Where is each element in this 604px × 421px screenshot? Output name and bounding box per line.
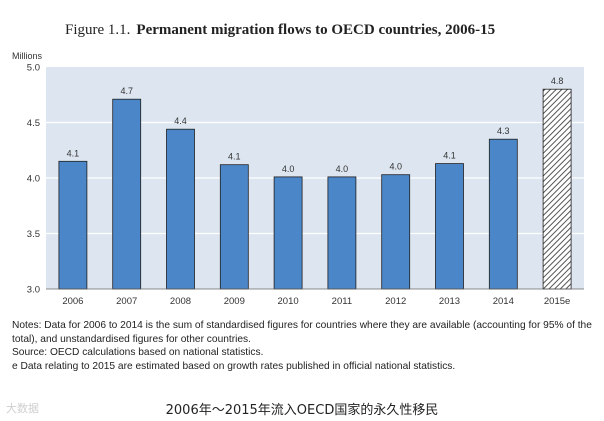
bar-2015e (542, 88, 572, 290)
estimate-note: e Data relating to 2015 are estimated ba… (12, 360, 456, 372)
y-tick-label: 3.5 (27, 229, 40, 240)
y-tick-label: 4.5 (27, 118, 40, 129)
y-tick-label: 4.0 (27, 174, 40, 185)
bar-2006 (58, 160, 88, 290)
figure-title-text: Permanent migration flows to OECD countr… (136, 22, 496, 38)
bar-2007 (112, 98, 142, 290)
watermark: 大数据 (6, 402, 39, 415)
x-tick-label-2006: 2006 (62, 296, 83, 307)
data-label-2013: 4.1 (443, 151, 456, 161)
bars (58, 88, 572, 290)
bar-2008 (166, 128, 195, 290)
figure-notes: Notes: Data for 2006 to 2014 is the sum … (12, 319, 597, 373)
bar-2014 (488, 138, 518, 290)
y-axis: 3.0 3.5 4.0 4.5 5.0 (27, 63, 40, 296)
data-labels: 4.1 4.7 4.4 4.1 4.0 4.0 4.0 4.1 4.3 4.8 (67, 76, 564, 174)
source-text: Source: OECD calculations based on natio… (12, 347, 264, 359)
data-label-2010: 4.0 (282, 164, 295, 174)
bar-2010 (273, 176, 303, 290)
data-label-2014: 4.3 (497, 126, 510, 136)
bar-2013 (435, 163, 464, 290)
x-tick-label-2015e: 2015e (544, 296, 570, 307)
x-tick-label-2013: 2013 (439, 296, 460, 307)
x-tick-label-2014: 2014 (493, 296, 514, 307)
x-axis: 2006 2007 2008 2009 2010 2011 2012 2013 2014 2015… (46, 288, 584, 307)
data-label-2007: 4.7 (120, 86, 133, 96)
x-tick-label-2011: 2011 (332, 296, 352, 307)
notes-text: Notes: Data for 2006 to 2014 is the sum … (12, 320, 592, 345)
image-caption: 2006年～2015年流入OECD国家的永久性移民 (165, 403, 439, 418)
data-label-2009: 4.1 (228, 152, 241, 162)
y-axis-label: Millions (12, 51, 43, 61)
data-label-2006: 4.1 (67, 148, 80, 158)
x-tick-label-2012: 2012 (385, 296, 406, 307)
x-tick-label-2008: 2008 (170, 296, 191, 307)
x-tick-label-2007: 2007 (116, 296, 137, 307)
data-label-2008: 4.4 (174, 116, 187, 126)
figure-title: Figure 1.1. Permanent migration flows to … (65, 22, 495, 39)
x-tick-label-2009: 2009 (224, 296, 245, 307)
y-tick-label: 5.0 (27, 63, 40, 74)
figure-number: Figure 1.1. (65, 22, 131, 38)
data-label-2012: 4.0 (389, 162, 402, 172)
data-label-2015e: 4.8 (551, 76, 564, 86)
bar-2012 (381, 174, 411, 290)
x-tick-label-2010: 2010 (278, 296, 299, 307)
y-tick-label: 3.0 (27, 285, 40, 296)
bar-2009 (219, 164, 249, 290)
data-label-2011: 4.0 (336, 164, 349, 174)
bar-2011 (327, 176, 357, 290)
bar-chart: 4.1 4.7 4.4 4.1 4.0 4.0 4.0 4.1 4.3 4.8 3.0 3.5 4.0… (12, 51, 584, 307)
